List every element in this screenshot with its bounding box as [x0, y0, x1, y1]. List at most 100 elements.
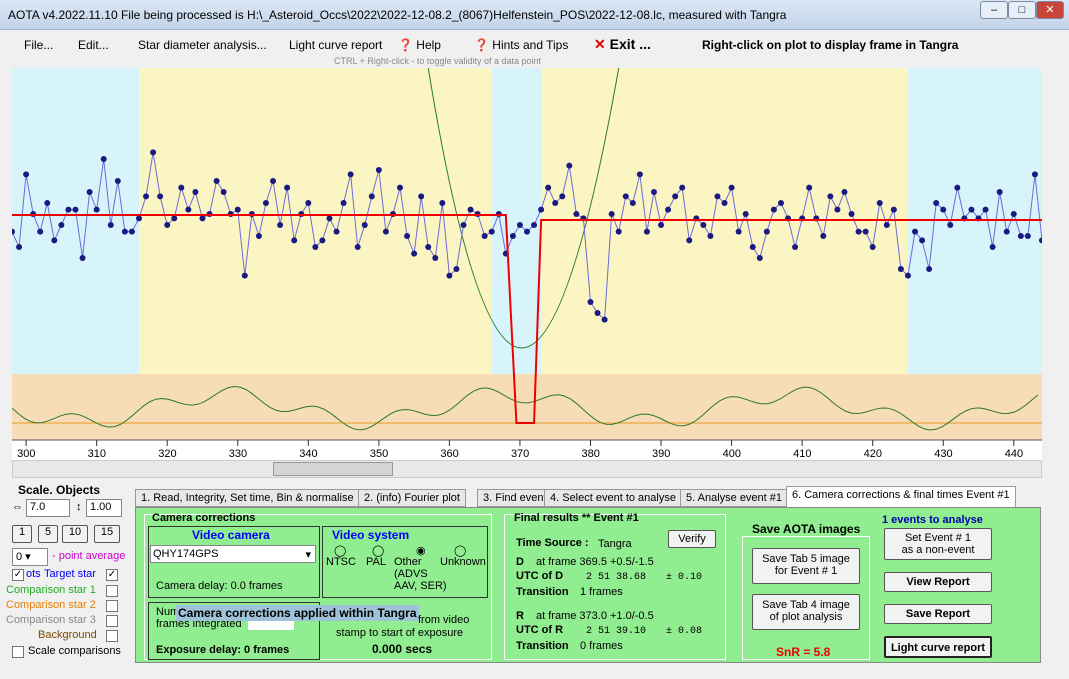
camera-delay: Camera delay: 0.0 frames	[156, 580, 283, 592]
camera-model-select[interactable]: QHY174GPS ▾	[150, 545, 316, 563]
video-camera-label: Video camera	[192, 528, 270, 542]
tab-camera-corrections[interactable]: 6. Camera corrections & final times Even…	[786, 486, 1016, 508]
minimize-button[interactable]: –	[980, 1, 1008, 19]
scale-x-input[interactable]: 7.0	[26, 499, 70, 517]
data-point	[820, 233, 827, 239]
data-point	[834, 206, 841, 213]
other-radio[interactable]: Other (ADVS AAV, SER)	[394, 556, 447, 592]
scale-button-10[interactable]: 10	[62, 525, 88, 543]
x-tick-label: 390	[652, 448, 670, 460]
dropdown-icon: ▾	[305, 549, 311, 561]
exposure-secs: 0.000 secs	[372, 642, 433, 656]
tangra-banner: Camera corrections applied within Tangra	[176, 605, 419, 621]
maximize-button[interactable]: □	[1008, 1, 1036, 19]
data-point	[44, 200, 51, 206]
data-point	[312, 244, 319, 250]
data-point	[735, 228, 742, 235]
scale-button-15[interactable]: 15	[94, 525, 120, 543]
tab-fourier[interactable]: 2. (info) Fourier plot	[358, 489, 466, 507]
data-point	[347, 171, 354, 178]
save-tab4-button[interactable]: Save Tab 4 image of plot analysis	[752, 594, 860, 630]
point-average-label: - point average	[52, 550, 126, 562]
light-curve-report-button[interactable]: Light curve report	[884, 636, 992, 658]
save-report-button[interactable]: Save Report	[884, 604, 992, 624]
menu-help[interactable]: ❓ Help	[398, 38, 441, 52]
data-point	[912, 228, 919, 235]
tab-read[interactable]: 1. Read, Integrity, Set time, Bin & norm…	[135, 489, 360, 507]
pal-radio[interactable]: PAL	[366, 556, 386, 568]
data-point	[404, 233, 411, 239]
window-title: AOTA v4.2022.11.10 File being processed …	[8, 8, 787, 22]
data-point	[587, 299, 594, 305]
data-point	[658, 222, 665, 228]
camera-corrections-title: Camera corrections	[152, 512, 256, 524]
data-point	[622, 193, 629, 200]
data-point	[707, 233, 714, 239]
background-checkbox[interactable]	[106, 630, 118, 642]
menu-hints[interactable]: ❓ Hints and Tips	[474, 38, 569, 52]
tab-find-events[interactable]: 3. Find events	[477, 489, 559, 507]
menu-file[interactable]: File...	[24, 38, 54, 52]
data-point	[573, 211, 580, 217]
data-point	[397, 184, 404, 191]
close-button[interactable]: ✕	[1036, 1, 1064, 19]
data-point	[629, 200, 636, 206]
menu-light-curve-report[interactable]: Light curve report	[289, 38, 383, 52]
point-average-select[interactable]: 0 ▾	[12, 548, 48, 566]
video-system-group	[322, 526, 488, 598]
verify-button[interactable]: Verify	[668, 530, 716, 548]
scale-button-1[interactable]: 1	[12, 525, 32, 543]
view-report-button[interactable]: View Report	[884, 572, 992, 592]
data-point	[869, 244, 876, 250]
data-point	[51, 237, 58, 244]
data-point	[665, 206, 672, 213]
data-point	[996, 189, 1003, 195]
scale-y-input[interactable]: 1.00	[86, 499, 122, 517]
comparison-1-checkbox[interactable]	[106, 585, 118, 597]
save-tab5-button[interactable]: Save Tab 5 image for Event # 1	[752, 548, 860, 584]
data-point	[700, 222, 707, 228]
menu-exit[interactable]: ✕ Exit ...	[594, 36, 651, 52]
scrollbar-thumb[interactable]	[273, 462, 393, 476]
data-point	[319, 237, 326, 244]
data-point	[128, 228, 135, 235]
menu-star-diameter[interactable]: Star diameter analysis...	[138, 38, 267, 52]
scale-comparisons-checkbox[interactable]	[12, 646, 24, 658]
plot-scrollbar[interactable]	[12, 460, 1042, 478]
fit-parabola	[427, 68, 620, 349]
set-non-event-button[interactable]: Set Event # 1 as a non-event	[884, 528, 992, 560]
stamp-label: stamp to start of exposure	[336, 627, 464, 639]
x-tick-label: 340	[299, 448, 317, 460]
x-tick-label: 430	[934, 448, 952, 460]
data-point	[107, 222, 114, 228]
comparison-3-checkbox[interactable]	[106, 615, 118, 627]
data-point	[545, 184, 552, 191]
target-star-label: Target star	[44, 568, 96, 580]
frames-integrated-input[interactable]	[248, 618, 294, 630]
data-point	[559, 193, 566, 200]
model-fit-line	[12, 214, 1042, 424]
data-point	[777, 200, 784, 206]
data-point	[326, 215, 333, 222]
light-curve-plot[interactable]: 300 310 320 330 340 350 360 370 380 390 400 410 420 4…	[12, 68, 1042, 460]
data-point	[1024, 233, 1031, 239]
hints-icon: ❓	[474, 38, 489, 52]
scale-button-5[interactable]: 5	[38, 525, 58, 543]
data-point	[650, 189, 657, 195]
target-star-checkbox[interactable]: ✓	[106, 569, 118, 581]
comparison-2-checkbox[interactable]	[106, 600, 118, 612]
unknown-radio[interactable]: Unknown	[440, 556, 486, 568]
data-point	[940, 206, 947, 213]
ntsc-radio[interactable]: NTSC	[326, 556, 356, 568]
menu-edit[interactable]: Edit...	[78, 38, 109, 52]
data-point	[333, 228, 340, 235]
data-point	[982, 206, 989, 213]
data-point	[418, 193, 425, 200]
data-point	[841, 189, 848, 195]
data-point	[114, 178, 121, 184]
plots-checkbox[interactable]: ✓	[12, 569, 24, 581]
tab-analyse-event[interactable]: 5. Analyse event #1	[680, 489, 789, 507]
data-point	[876, 200, 883, 206]
data-point	[481, 233, 488, 239]
tab-select-event[interactable]: 4. Select event to analyse	[544, 489, 682, 507]
